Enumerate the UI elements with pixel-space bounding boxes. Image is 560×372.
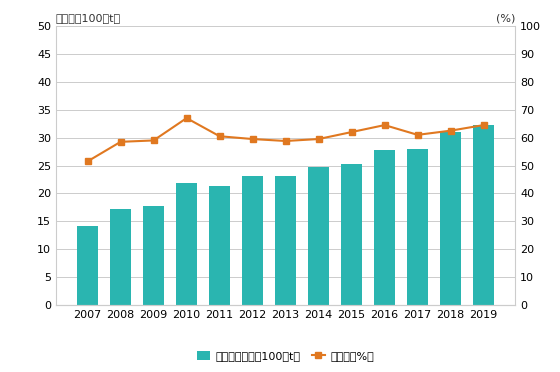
Bar: [275, 176, 296, 305]
Text: （単位：100万t）: （単位：100万t）: [56, 13, 121, 23]
Bar: [110, 208, 132, 305]
Bar: [77, 226, 99, 305]
Bar: [176, 183, 197, 305]
Text: (%): (%): [496, 13, 515, 23]
Bar: [143, 206, 164, 305]
Bar: [308, 167, 329, 305]
Bar: [209, 186, 230, 305]
Legend: 生産量（単位：100万t）, 自給率（%）: 生産量（単位：100万t）, 自給率（%）: [192, 347, 379, 366]
Bar: [374, 150, 395, 305]
Bar: [407, 149, 428, 305]
Bar: [440, 132, 461, 305]
Bar: [473, 125, 494, 305]
Bar: [242, 176, 263, 305]
Bar: [341, 164, 362, 305]
